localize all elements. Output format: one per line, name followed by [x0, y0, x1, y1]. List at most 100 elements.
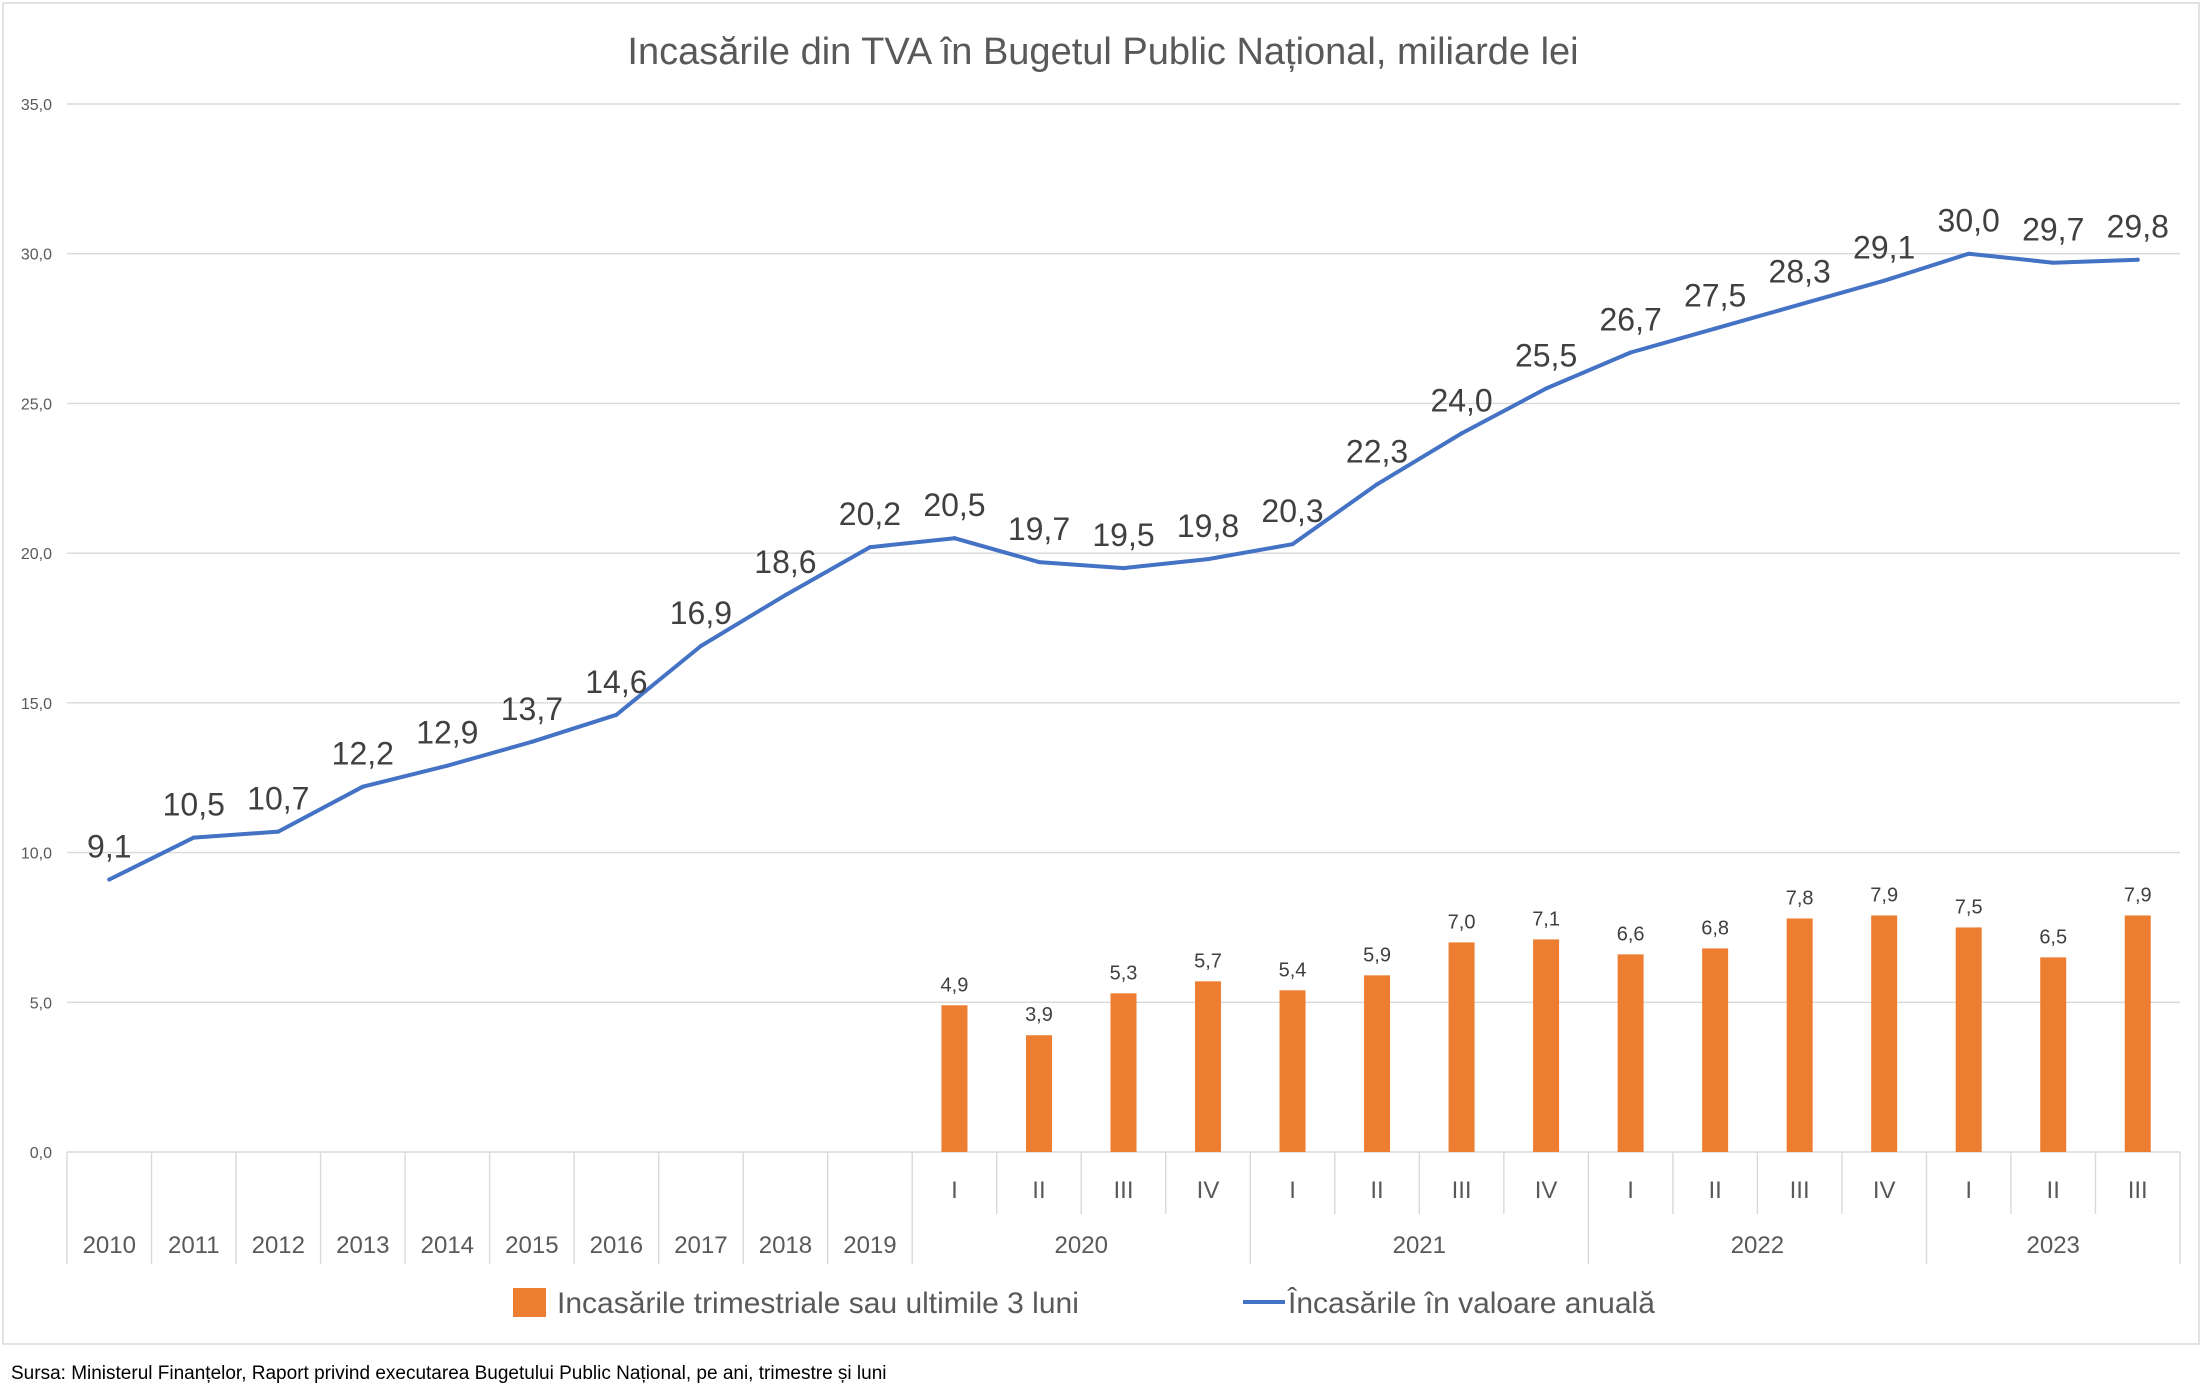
- line-data-label: 29,8: [2107, 209, 2169, 245]
- x-tick-label-quarter: I: [951, 1177, 958, 1204]
- line-data-label: 19,5: [1092, 517, 1154, 553]
- bar: [1279, 990, 1306, 1152]
- line-point: [1121, 566, 1126, 571]
- bar-data-label: 6,6: [1617, 923, 1645, 945]
- bar-data-label: 4,9: [941, 974, 969, 996]
- x-group-label-year: 2020: [1055, 1232, 1108, 1259]
- line-point: [1966, 251, 1971, 256]
- line-series: [107, 251, 2140, 882]
- y-tick-label: 35,0: [21, 97, 52, 114]
- line-data-label: 26,7: [1599, 302, 1661, 338]
- x-tick-label-quarter: I: [1289, 1177, 1296, 1204]
- line-data-label: 30,0: [1938, 203, 2000, 239]
- line-point: [360, 784, 365, 789]
- x-tick-label-year: 2016: [590, 1232, 643, 1259]
- x-tick-label-quarter: II: [2047, 1177, 2060, 1204]
- x-tick-label-year: 2011: [168, 1232, 220, 1259]
- line-point: [867, 545, 872, 550]
- line-data-label: 25,5: [1515, 337, 1577, 373]
- line-point: [698, 643, 703, 648]
- y-tick-label: 10,0: [21, 846, 52, 863]
- x-tick-label-quarter: I: [1627, 1177, 1634, 1204]
- line-point: [1797, 302, 1802, 307]
- line-data-label: 29,7: [2022, 212, 2084, 248]
- x-tick-label-year: 2018: [759, 1232, 812, 1259]
- line-point: [2051, 260, 2056, 265]
- line-point: [1206, 557, 1211, 562]
- line-point: [783, 593, 788, 598]
- bar-data-label: 5,9: [1363, 944, 1391, 966]
- line-data-label: 19,7: [1008, 511, 1070, 547]
- line-data-label: 20,2: [839, 496, 901, 532]
- line-point: [445, 763, 450, 768]
- legend-label-quarterly: Incasările trimestriale sau ultimile 3 l…: [557, 1287, 1079, 1320]
- bar: [1786, 918, 1813, 1152]
- legend: Incasările trimestriale sau ultimile 3 l…: [513, 1287, 1655, 1320]
- bar: [1364, 975, 1391, 1152]
- x-tick-label-quarter: IV: [1873, 1177, 1896, 1204]
- x-tick-label-quarter: II: [1708, 1177, 1721, 1204]
- bar-data-label: 7,5: [1955, 896, 1983, 918]
- chart-border: [2, 2, 2200, 1345]
- x-tick-label-year: 2017: [674, 1232, 727, 1259]
- gridlines: [67, 103, 2180, 1153]
- x-group-label-year: 2022: [1731, 1232, 1784, 1259]
- line-point: [952, 536, 957, 541]
- bar: [1025, 1035, 1052, 1152]
- line-data-label: 10,7: [247, 781, 309, 817]
- bar: [1702, 948, 1729, 1152]
- line-point: [529, 739, 534, 744]
- x-tick-label-year: 2019: [843, 1232, 896, 1259]
- x-tick-label-quarter: III: [2128, 1177, 2148, 1204]
- y-tick-label: 25,0: [21, 396, 52, 413]
- y-tick-label: 20,0: [21, 546, 52, 563]
- line-point: [1375, 482, 1380, 487]
- bar-data-label: 5,3: [1110, 962, 1138, 984]
- x-group-label-year: 2021: [1393, 1232, 1446, 1259]
- y-tick-label: 30,0: [21, 247, 52, 264]
- x-tick-label-quarter: IV: [1197, 1177, 1220, 1204]
- x-tick-label-quarter: III: [1113, 1177, 1133, 1204]
- line-data-label: 24,0: [1430, 382, 1492, 418]
- bar: [1617, 954, 1644, 1152]
- bar-data-label: 7,0: [1448, 911, 1476, 933]
- line-point: [1036, 560, 1041, 565]
- line-point: [1882, 278, 1887, 283]
- bar: [941, 1005, 968, 1152]
- bar-data-label: 5,4: [1279, 959, 1307, 981]
- legend-bar-swatch: [513, 1288, 546, 1317]
- x-tick-label-quarter: II: [1032, 1177, 1045, 1204]
- line-data-label: 29,1: [1853, 230, 1915, 266]
- bar-data-label: 7,9: [1870, 884, 1898, 906]
- bar: [2124, 915, 2151, 1152]
- bar: [1533, 939, 1560, 1152]
- line-data-label: 12,9: [416, 715, 478, 751]
- line-point: [107, 877, 112, 882]
- bar: [1110, 993, 1137, 1152]
- line-point: [1544, 386, 1549, 391]
- bar: [1195, 981, 1222, 1152]
- legend-item-quarterly: Incasările trimestriale sau ultimile 3 l…: [513, 1287, 1079, 1320]
- line-data-label: 13,7: [501, 691, 563, 727]
- bar-data-label: 5,7: [1194, 950, 1222, 972]
- x-tick-label-year: 2010: [83, 1232, 136, 1259]
- line-point: [1628, 350, 1633, 355]
- line-point: [191, 835, 196, 840]
- line-data-label: 28,3: [1769, 254, 1831, 290]
- line-data-label: 12,2: [332, 736, 394, 772]
- bar: [2040, 957, 2067, 1152]
- bar-data-label: 6,5: [2039, 926, 2067, 948]
- line-point: [1290, 542, 1295, 547]
- line-data-label: 20,3: [1261, 493, 1323, 529]
- data-labels: 4,9 3,9 5,3 5,7 5,4 5,9 7,0 7,1 6,6 6,8 7,8 7,9 7,5 6…: [87, 203, 2169, 1027]
- x-tick-label-quarter: III: [1452, 1177, 1472, 1204]
- legend-label-annual: Încasările în valoare anuală: [1287, 1287, 1655, 1320]
- line-data-label: 22,3: [1346, 433, 1408, 469]
- line-point: [1713, 326, 1718, 331]
- line-point: [1459, 431, 1464, 436]
- x-tick-label-year: 2012: [252, 1232, 305, 1259]
- y-tick-label: 5,0: [30, 995, 52, 1012]
- line-data-label: 19,8: [1177, 508, 1239, 544]
